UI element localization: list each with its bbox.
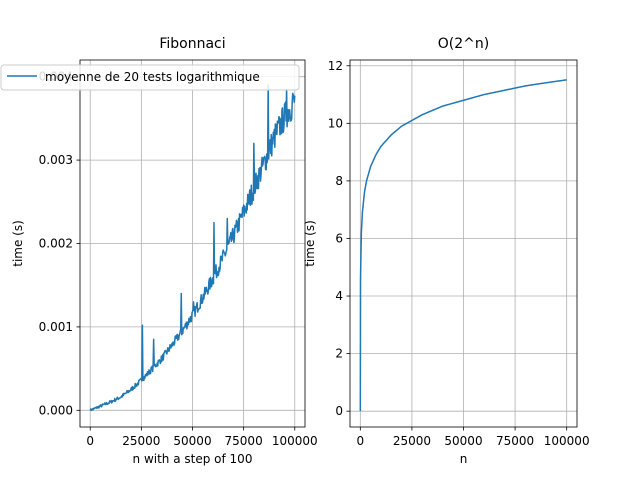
legend: moyenne de 20 tests logarithmique	[0, 64, 300, 91]
x-tick-label: 0	[356, 434, 364, 448]
x-tick-label: 75000	[496, 434, 534, 448]
y-tick-label: 12	[328, 59, 343, 73]
legend-box	[0, 64, 300, 91]
series-line	[89, 84, 296, 412]
series-line	[359, 79, 567, 412]
y-axis-label: time (s)	[11, 220, 25, 267]
x-tick-label: 100000	[272, 434, 318, 448]
y-tick-label: 0	[335, 404, 343, 418]
exponential-subplot: 0 25000 50000 75000 100000 0 2 4 6 8 10 12 O(2^n) n ti…	[303, 36, 590, 466]
x-tick-label: 0	[86, 434, 94, 448]
x-tick-label: 50000	[173, 434, 211, 448]
y-tick-label: 8	[335, 174, 343, 188]
y-tick-label: 0.001	[39, 320, 73, 334]
y-tick-label: 0.002	[39, 237, 73, 251]
x-tick-label: 25000	[393, 434, 431, 448]
x-axis-label: n with a step of 100	[133, 452, 253, 466]
x-axis-label: n	[460, 452, 468, 466]
chart-title: Fibonnaci	[159, 36, 225, 52]
chart-title: O(2^n)	[438, 36, 489, 52]
y-tick-label: 6	[335, 231, 343, 245]
y-tick-label: 4	[335, 289, 343, 303]
y-tick-label: 0.003	[39, 153, 73, 167]
x-tick-label: 50000	[444, 434, 482, 448]
x-tick-label: 75000	[225, 434, 263, 448]
x-tick-label: 25000	[122, 434, 160, 448]
fibonacci-subplot: 0 25000 50000 75000 100000 0.000 0.001 0.002 0.0…	[0, 36, 318, 466]
legend-entry-label: moyenne de 20 tests logarithmique	[45, 70, 260, 84]
x-tick-label: 100000	[544, 434, 590, 448]
y-axis-label: time (s)	[303, 220, 317, 267]
y-tick-label: 2	[335, 347, 343, 361]
y-tick-label: 0.000	[39, 403, 73, 417]
y-tick-label: 10	[328, 116, 343, 130]
